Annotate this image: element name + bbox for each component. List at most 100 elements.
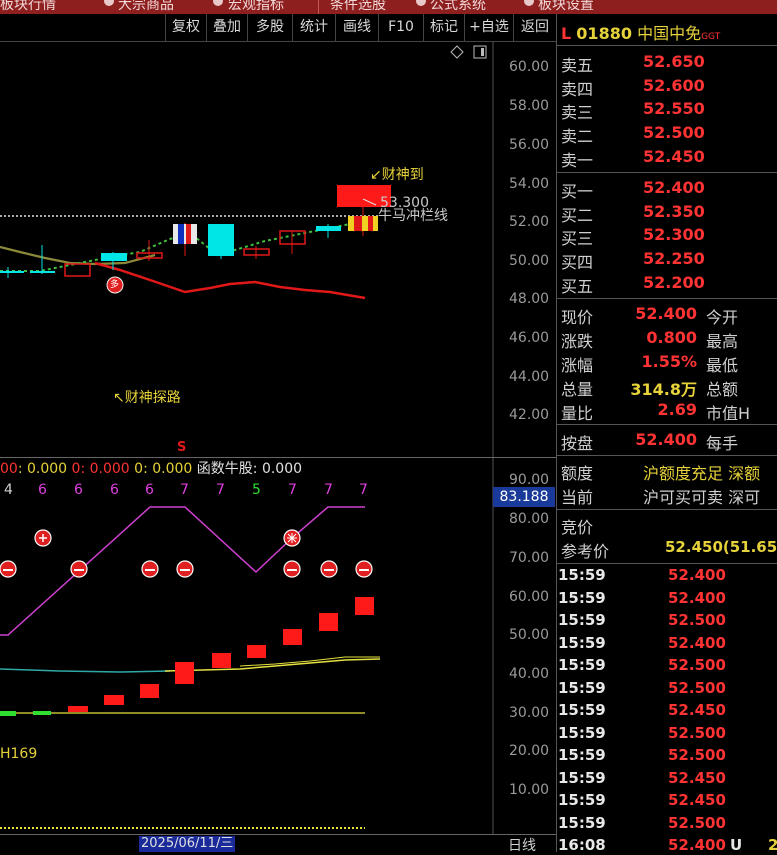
price-tick: 54.00	[509, 176, 550, 192]
ball-signal-icon	[70, 560, 88, 578]
magenta-line	[0, 506, 365, 636]
price-tick: 42.00	[509, 407, 550, 423]
candle-1	[0, 267, 24, 278]
ask-level-2: 卖二 52.500	[561, 123, 705, 146]
menu-item-sector-quotes[interactable]: 板块行情	[0, 0, 56, 13]
stat-volume-ratio: 量比 2.69 市值H	[561, 400, 751, 423]
digit-label: 7	[359, 482, 368, 498]
ask-level-1: 卖一 52.450	[561, 147, 705, 170]
period-label[interactable]: 日线	[508, 838, 536, 854]
digit-label: 7	[288, 482, 297, 498]
stat-volume: 总量 314.8万 总额	[561, 380, 739, 399]
window-toggle-icon[interactable]	[473, 45, 487, 59]
digit-label: 6	[38, 482, 47, 498]
ma-olive-line	[0, 245, 156, 266]
tick-row: 15:59 52.500	[558, 723, 726, 742]
candle-6	[173, 223, 197, 256]
kline-chart[interactable]	[0, 42, 556, 462]
price-tick: 58.00	[509, 98, 550, 114]
digit-label: 5	[252, 482, 261, 498]
back-button[interactable]: 返回	[513, 14, 557, 41]
divider	[556, 455, 777, 456]
candle-4	[101, 252, 127, 270]
red-square	[319, 613, 338, 631]
bid-level-4: 买四 52.250	[561, 249, 705, 272]
red-square	[212, 653, 231, 668]
price-tick: 52.00	[509, 214, 550, 230]
ref-price-row: 参考价 52.450(51.650	[561, 538, 777, 561]
yellow-step-line	[164, 658, 381, 672]
tick-row: 15:59 52.450	[558, 701, 726, 719]
statistics-button[interactable]: 统计	[292, 14, 335, 41]
ball-signal-icon	[283, 560, 301, 578]
red-square	[355, 597, 374, 615]
sector-settings-icon	[524, 0, 534, 6]
macro-icon	[213, 0, 223, 6]
limit-price-label: 53.300	[380, 195, 429, 211]
current-row: 当前 沪可买可卖 深可	[561, 488, 761, 507]
add-watchlist-button[interactable]: +自选	[464, 14, 513, 41]
tick-row: 15:59 52.400	[558, 566, 726, 584]
indicator-tick: 90.00	[509, 472, 550, 488]
candle-11	[348, 205, 378, 236]
menu-item-screener[interactable]: 条件选股	[330, 0, 386, 13]
auction-row: 竞价	[561, 518, 594, 537]
tick-row: 15:59 52.500	[558, 656, 726, 674]
green-bar	[0, 711, 16, 716]
mark-button[interactable]: 标记	[423, 14, 464, 41]
divider	[556, 563, 777, 564]
digit-label: 4	[4, 482, 13, 498]
stat-price: 现价 52.400 今开	[561, 304, 739, 327]
digit-label: 6	[74, 482, 83, 498]
sell-signal-label: S	[177, 440, 187, 455]
bid-level-3: 买三 52.300	[561, 225, 705, 248]
ball-signal-icon	[320, 560, 338, 578]
multi-stock-button[interactable]: 多股	[247, 14, 292, 41]
stat-change-pct: 涨幅 1.55% 最低	[561, 352, 739, 375]
divider	[556, 172, 777, 173]
price-tick: 60.00	[509, 59, 550, 75]
f10-button[interactable]: F10	[378, 14, 423, 41]
red-square	[283, 629, 302, 645]
duo-signal-icon	[106, 276, 124, 294]
restore-rights-button[interactable]: 复权	[165, 14, 206, 41]
indicator-tick: 20.00	[509, 743, 550, 759]
ask-level-4: 卖四 52.600	[561, 76, 705, 99]
bid-level-1: 买一 52.400	[561, 178, 705, 201]
date-bar-divider	[0, 834, 556, 835]
yellow-step-line-2	[239, 656, 380, 667]
menu-item-macro[interactable]: 宏观指标	[228, 0, 284, 13]
indicator-tick: 50.00	[509, 627, 550, 643]
candle-3	[64, 263, 91, 277]
ball-signal-icon	[176, 560, 194, 578]
divider	[556, 298, 777, 299]
menu-item-sector-settings[interactable]: 板块设置	[538, 0, 594, 13]
tick-row: 15:59 52.400	[558, 588, 726, 607]
indicator-chart[interactable]	[0, 458, 556, 834]
indicator-tick: 60.00	[509, 589, 550, 605]
panel-divider	[0, 457, 556, 458]
tick-row: 16:08 52.400 U 2	[558, 836, 777, 852]
indicator-tick: 70.00	[509, 550, 550, 566]
ball-signal-icon	[141, 560, 159, 578]
teal-line	[0, 668, 171, 673]
digit-label: 6	[110, 482, 119, 498]
red-square	[247, 645, 266, 658]
current-value-badge: 83.188	[493, 487, 555, 507]
divider	[556, 424, 777, 425]
draw-line-button[interactable]: 画线	[335, 14, 378, 41]
menu-item-commodities[interactable]: 大宗商品	[118, 0, 174, 13]
diamond-icon[interactable]	[450, 45, 464, 59]
bid-level-5: 买五 52.200	[561, 273, 705, 296]
price-tick: 48.00	[509, 291, 550, 307]
red-square	[140, 684, 159, 698]
menu-separator	[318, 0, 319, 14]
menu-item-formula[interactable]: 公式系统	[430, 0, 486, 13]
overlay-button[interactable]: 叠加	[206, 14, 247, 41]
price-tick: 46.00	[509, 330, 550, 346]
divider	[556, 509, 777, 510]
red-square	[104, 695, 124, 705]
indicator-tick: 80.00	[509, 511, 550, 527]
price-tick: 56.00	[509, 137, 550, 153]
caishen-dao-label: ↙财神到	[370, 167, 424, 183]
